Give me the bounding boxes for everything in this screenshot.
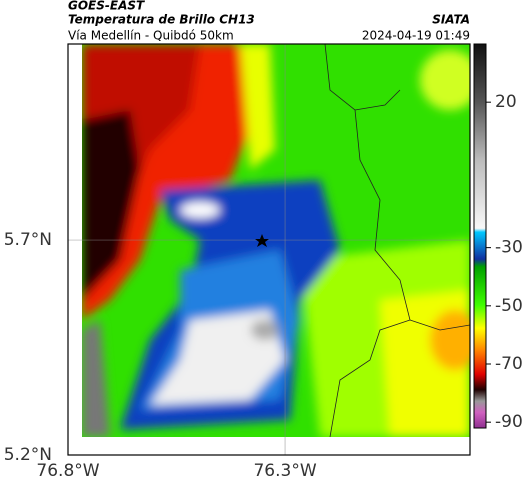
source: GOES-EAST xyxy=(68,0,145,13)
subtitle: Vía Medellín - Quibdó 50km xyxy=(68,29,234,43)
colorbar xyxy=(473,43,487,429)
y-tick-label: 5.2°N xyxy=(4,445,52,465)
colorbar-tick-label: -90 xyxy=(495,412,523,432)
y-tick-label: 5.7°N xyxy=(4,230,52,250)
x-tick-label: 76.8°W xyxy=(36,461,99,481)
colorbar-tick-label: 20 xyxy=(495,92,517,112)
agency: SIATA xyxy=(432,13,470,27)
location-marker xyxy=(255,234,269,247)
colorbar-tick-label: -50 xyxy=(495,296,523,316)
timestamp: 2024-04-19 01:49 xyxy=(362,29,470,43)
title: Temperatura de Brillo CH13 xyxy=(68,13,255,27)
colorbar-tick-label: -70 xyxy=(495,354,523,374)
map-frame xyxy=(67,43,471,456)
satellite-image xyxy=(82,44,470,437)
colorbar-tick-label: -30 xyxy=(495,238,523,258)
x-tick-label: 76.3°W xyxy=(253,461,316,481)
